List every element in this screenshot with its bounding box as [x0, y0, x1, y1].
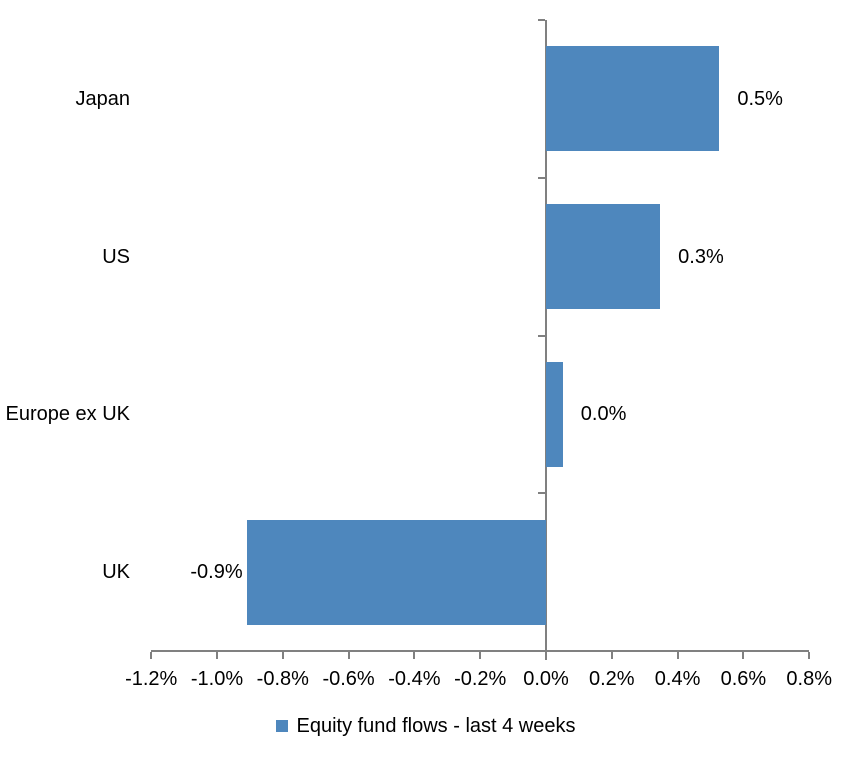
x-axis-tick: [742, 652, 745, 659]
value-label: 0.0%: [580, 403, 627, 426]
legend-label: Equity fund flows - last 4 weeks: [296, 715, 576, 737]
x-axis-tick: [150, 652, 153, 659]
category-label: US: [102, 245, 130, 268]
value-label: 0.5%: [737, 87, 783, 110]
x-axis-tick-label: 0.0%: [523, 668, 569, 690]
x-axis-tick: [347, 652, 350, 659]
x-axis-tick: [808, 652, 811, 659]
x-axis-tick-label: 0.4%: [654, 668, 701, 690]
bar-japan: [546, 46, 720, 152]
x-axis-tick: [676, 652, 679, 659]
y-axis: [545, 20, 547, 660]
x-axis-tick: [479, 652, 482, 659]
y-axis-tick: [538, 334, 545, 337]
category-label: UK: [102, 561, 130, 584]
x-axis-tick-label: -0.2%: [454, 668, 507, 690]
y-axis-tick: [538, 176, 545, 179]
x-axis-tick: [413, 652, 416, 659]
x-axis-tick-label: -1.2%: [125, 668, 178, 690]
x-axis-tick-label: -0.4%: [388, 668, 441, 690]
value-label: -0.9%: [190, 561, 243, 584]
category-label: Europe ex UK: [5, 403, 130, 426]
x-axis-tick-label: -1.0%: [190, 668, 244, 690]
bar-europe-ex-uk: [546, 361, 563, 467]
legend: Equity fund flows - last 4 weeks: [0, 711, 852, 741]
x-axis-tick: [281, 652, 284, 659]
y-axis-tick: [538, 492, 545, 495]
x-axis-tick-label: 0.2%: [589, 668, 635, 690]
y-axis-tick: [538, 650, 545, 652]
value-label: 0.3%: [678, 245, 724, 268]
x-axis-tick: [545, 652, 547, 659]
category-label: Japan: [75, 87, 131, 110]
x-axis-tick-label: -0.6%: [322, 668, 375, 690]
x-axis-tick: [216, 652, 218, 659]
legend-swatch-icon: [276, 720, 289, 732]
bar-uk: [246, 519, 546, 625]
y-axis-tick: [538, 19, 545, 21]
x-axis-tick-label: 0.6%: [720, 668, 767, 690]
x-axis-tick: [610, 652, 613, 659]
x-axis: [151, 650, 810, 652]
x-axis-tick-label: -0.8%: [256, 668, 309, 690]
x-axis-tick-label: 0.8%: [786, 668, 832, 690]
bar-us: [546, 204, 661, 310]
